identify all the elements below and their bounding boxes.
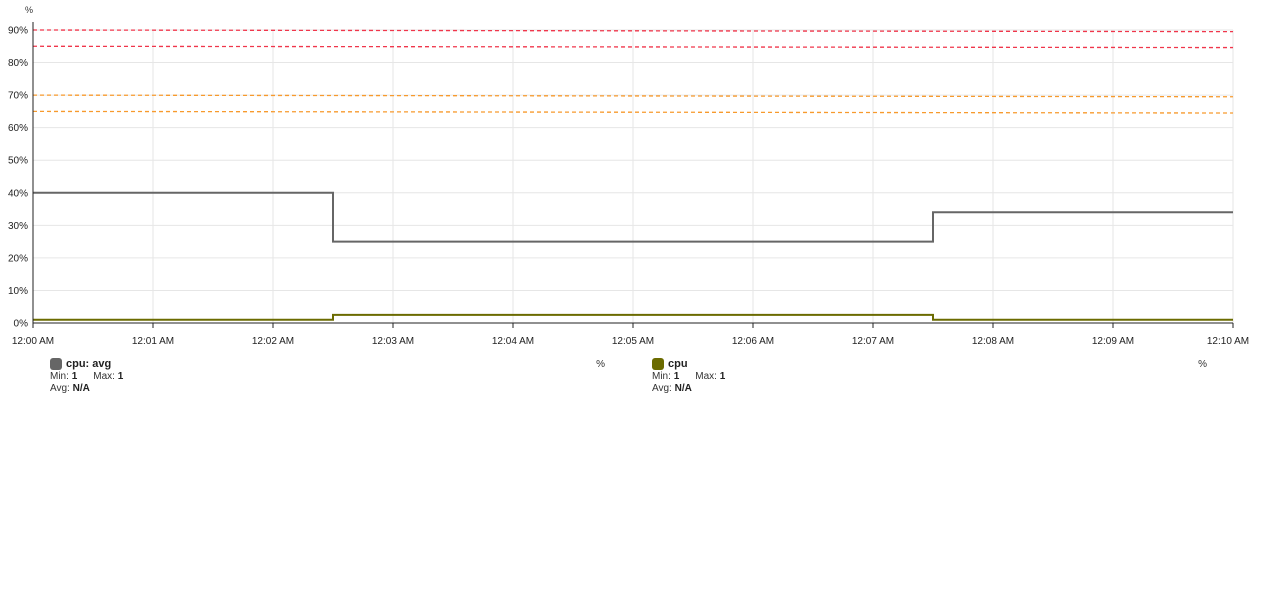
legend-min-max-row: Min: 1 Max: 1 [50, 371, 610, 383]
legend-min-label: Min: [652, 371, 671, 382]
y-tick-label: 60% [8, 123, 28, 134]
x-tick-label: 12:03 AM [372, 336, 414, 347]
x-tick-label: 12:10 AM [1207, 336, 1249, 347]
y-unit-label: % [25, 5, 33, 15]
legend-max-label: Max: [695, 371, 717, 382]
legend-unit: % [596, 359, 605, 370]
x-tick-label: 12:05 AM [612, 336, 654, 347]
x-tick-label: 12:01 AM [132, 336, 174, 347]
x-tick-label: 12:07 AM [852, 336, 894, 347]
legend-series-name: cpu: avg [66, 358, 112, 370]
axis-layer [32, 22, 1234, 328]
legend-item-cpu[interactable]: cpu % Min: 1 Max: 1 Avg: N/A [652, 357, 1212, 395]
series-layer [33, 191, 1233, 321]
x-tick-label: 12:02 AM [252, 336, 294, 347]
x-tick-label: 12:06 AM [732, 336, 774, 347]
legend-series-name: cpu [668, 358, 688, 370]
y-tick-label: 10% [8, 286, 28, 297]
y-tick-label: 80% [8, 58, 28, 69]
legend-max-value: 1 [117, 371, 124, 382]
y-tick-label: 40% [8, 188, 28, 199]
label-layer: 0% 10% 20% 30% 40% 50% 60% 70% 80% 90% 12:00 AM 12:… [8, 5, 1249, 347]
x-tick-label: 12:09 AM [1092, 336, 1134, 347]
y-tick-label: 50% [8, 156, 28, 167]
y-tick-label: 70% [8, 91, 28, 102]
legend-min-value: 1 [71, 371, 78, 382]
series-line-cpu [33, 313, 1233, 321]
x-tick-label: 12:00 AM [12, 336, 54, 347]
legend-avg-value: N/A [674, 383, 692, 394]
x-tick-label: 12:04 AM [492, 336, 534, 347]
legend-unit: % [1198, 359, 1207, 370]
legend-avg-value: N/A [72, 383, 90, 394]
y-tick-label: 0% [14, 319, 29, 330]
legend-avg-row: Avg: N/A [652, 383, 1212, 395]
legend-min-max-row: Min: 1 Max: 1 [652, 371, 1212, 383]
legend-min-value: 1 [673, 371, 680, 382]
chart-area: 0% 10% 20% 30% 40% 50% 60% 70% 80% 90% 12:00 AM 12:… [8, 5, 1249, 395]
legend-avg-label: Avg: [652, 383, 672, 394]
legend-max-label: Max: [93, 371, 115, 382]
legend-avg-row: Avg: N/A [50, 383, 610, 395]
grid-layer [32, 29, 1234, 324]
legend-item-cpu-avg[interactable]: cpu: avg % Min: 1 Max: 1 Avg: N/A [50, 357, 610, 395]
series-line-cpu-avg [33, 191, 1233, 243]
y-tick-label: 90% [8, 26, 28, 37]
legend-max-value: 1 [719, 371, 726, 382]
x-tick-label: 12:08 AM [972, 336, 1014, 347]
chart-svg: 0% 10% 20% 30% 40% 50% 60% 70% 80% 90% 12:00 AM 12:… [8, 5, 1249, 347]
y-tick-label: 20% [8, 253, 28, 264]
legend-swatch-cpu [652, 358, 664, 370]
legend-min-label: Min: [50, 371, 69, 382]
legend-swatch-cpu-avg [50, 358, 62, 370]
legend-avg-label: Avg: [50, 383, 70, 394]
y-tick-label: 30% [8, 221, 28, 232]
